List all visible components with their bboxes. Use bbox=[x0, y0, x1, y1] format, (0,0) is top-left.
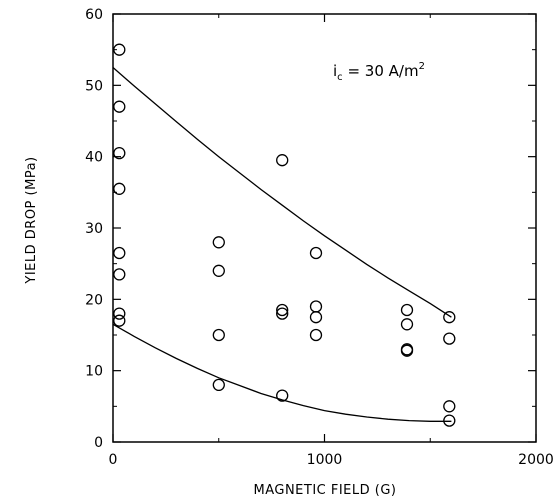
y-tick-label: 50 bbox=[85, 78, 103, 94]
plot-frame bbox=[112, 13, 537, 443]
annotation-base: i bbox=[333, 62, 337, 80]
upper-fit-curve bbox=[112, 67, 452, 318]
data-point bbox=[443, 400, 456, 413]
data-point bbox=[212, 236, 225, 249]
data-point bbox=[309, 328, 323, 342]
annotation-superscript: 2 bbox=[419, 61, 425, 72]
data-point bbox=[443, 414, 456, 427]
x-tick-label: 0 bbox=[109, 452, 118, 468]
y-tick-label: 60 bbox=[85, 7, 103, 23]
axis-ticks bbox=[112, 13, 537, 443]
annotation-subscript: c bbox=[337, 72, 343, 83]
y-tick-label: 10 bbox=[85, 364, 103, 380]
data-point bbox=[113, 314, 126, 327]
data-point bbox=[113, 268, 126, 281]
y-tick-label: 40 bbox=[85, 150, 103, 166]
y-tick-label: 0 bbox=[94, 435, 103, 451]
data-point bbox=[212, 378, 225, 392]
y-axis-label: YIELD DROP (MPa) bbox=[24, 156, 39, 284]
data-point bbox=[443, 332, 456, 345]
data-point bbox=[400, 318, 414, 331]
annotation-middle: = 30 A/m bbox=[343, 62, 419, 80]
data-point bbox=[309, 300, 323, 313]
current-density-annotation: ic = 30 A/m2 bbox=[333, 61, 425, 83]
lower-fit-curve bbox=[112, 323, 452, 422]
x-tick-label: 2000 bbox=[518, 452, 554, 468]
x-tick-label: 1000 bbox=[307, 452, 343, 468]
y-tick-label: 30 bbox=[85, 221, 103, 237]
data-point bbox=[276, 154, 289, 167]
data-point bbox=[113, 182, 126, 195]
data-point bbox=[276, 303, 289, 317]
tick-labels: 0 10 20 30 40 50 60 0 1000 2000 bbox=[85, 7, 554, 468]
data-point bbox=[443, 311, 456, 324]
x-axis-label: MAGNETIC FIELD (G) bbox=[253, 483, 396, 498]
y-tick-label: 20 bbox=[85, 292, 103, 308]
data-point bbox=[309, 246, 323, 260]
data-point bbox=[276, 389, 289, 402]
data-point bbox=[113, 43, 126, 56]
data-point bbox=[400, 303, 414, 317]
fit-curves bbox=[112, 67, 452, 422]
data-point bbox=[113, 100, 126, 113]
data-points bbox=[113, 43, 456, 427]
data-point bbox=[309, 311, 323, 324]
data-point bbox=[113, 246, 126, 260]
data-point bbox=[113, 146, 126, 160]
data-point bbox=[400, 344, 414, 357]
data-point bbox=[212, 328, 225, 342]
data-point bbox=[276, 307, 289, 320]
data-point bbox=[113, 307, 126, 320]
data-point bbox=[212, 264, 225, 277]
